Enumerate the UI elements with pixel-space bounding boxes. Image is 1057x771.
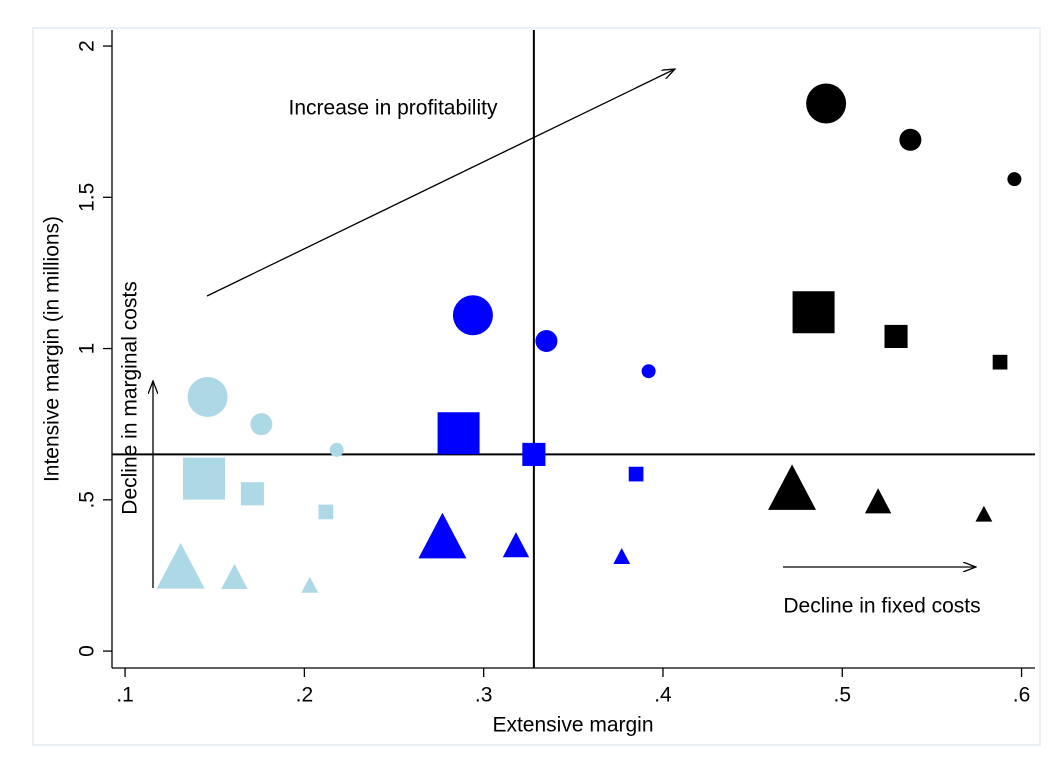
point	[418, 512, 467, 559]
annotation: Increase in profitability	[289, 97, 498, 120]
point	[535, 329, 558, 352]
x-tick-label: .1	[116, 684, 134, 707]
point	[301, 576, 319, 593]
point	[1007, 172, 1022, 187]
x-tick-label: .4	[654, 684, 672, 707]
point	[522, 442, 546, 466]
annotation: Decline in marginal costs	[119, 281, 142, 514]
point	[899, 128, 922, 151]
y-tick-label: 0	[76, 645, 99, 657]
y-tick-label: 2	[76, 40, 99, 52]
point	[452, 295, 493, 336]
point	[864, 488, 892, 514]
point	[768, 464, 817, 510]
annotation: Decline in fixed costs	[783, 595, 980, 618]
x-tick-label: .5	[834, 684, 852, 707]
point	[329, 442, 344, 457]
y-axis-title: Intensive margin (in millions)	[41, 216, 64, 482]
arrow	[206, 69, 675, 297]
x-tick-label: .2	[296, 684, 314, 707]
point	[992, 354, 1008, 370]
point	[187, 376, 228, 417]
point	[156, 542, 205, 589]
point	[318, 504, 334, 520]
point	[250, 413, 273, 436]
plot-area	[112, 30, 1035, 668]
point	[240, 482, 264, 506]
point	[975, 505, 993, 522]
point	[182, 457, 225, 500]
point	[641, 364, 656, 379]
x-tick-label: .3	[475, 684, 493, 707]
point	[806, 83, 847, 124]
point	[613, 548, 631, 565]
point	[221, 563, 248, 590]
y-tick-label: 1	[76, 343, 99, 355]
x-axis-title: Extensive margin	[492, 714, 653, 737]
point	[884, 324, 908, 348]
point	[502, 532, 530, 558]
y-tick-label: .5	[76, 491, 99, 509]
y-tick-label: 1.5	[76, 183, 99, 212]
x-tick-label: .6	[1013, 684, 1031, 707]
point	[628, 466, 644, 482]
point	[792, 291, 835, 334]
point	[437, 412, 480, 455]
